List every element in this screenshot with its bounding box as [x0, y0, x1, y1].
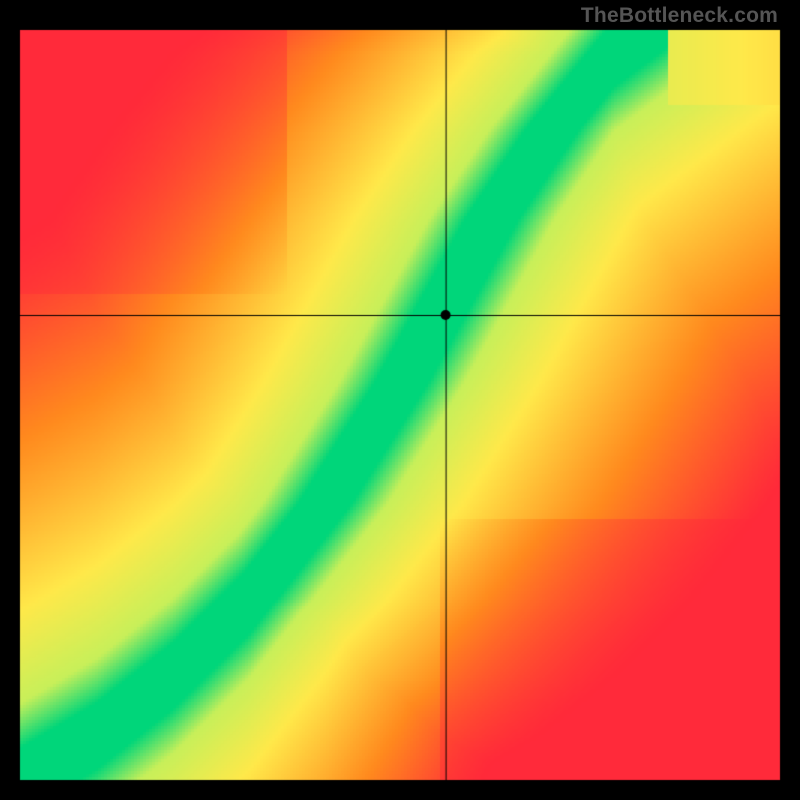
heatmap-canvas	[0, 0, 800, 800]
watermark-text: TheBottleneck.com	[581, 4, 778, 28]
